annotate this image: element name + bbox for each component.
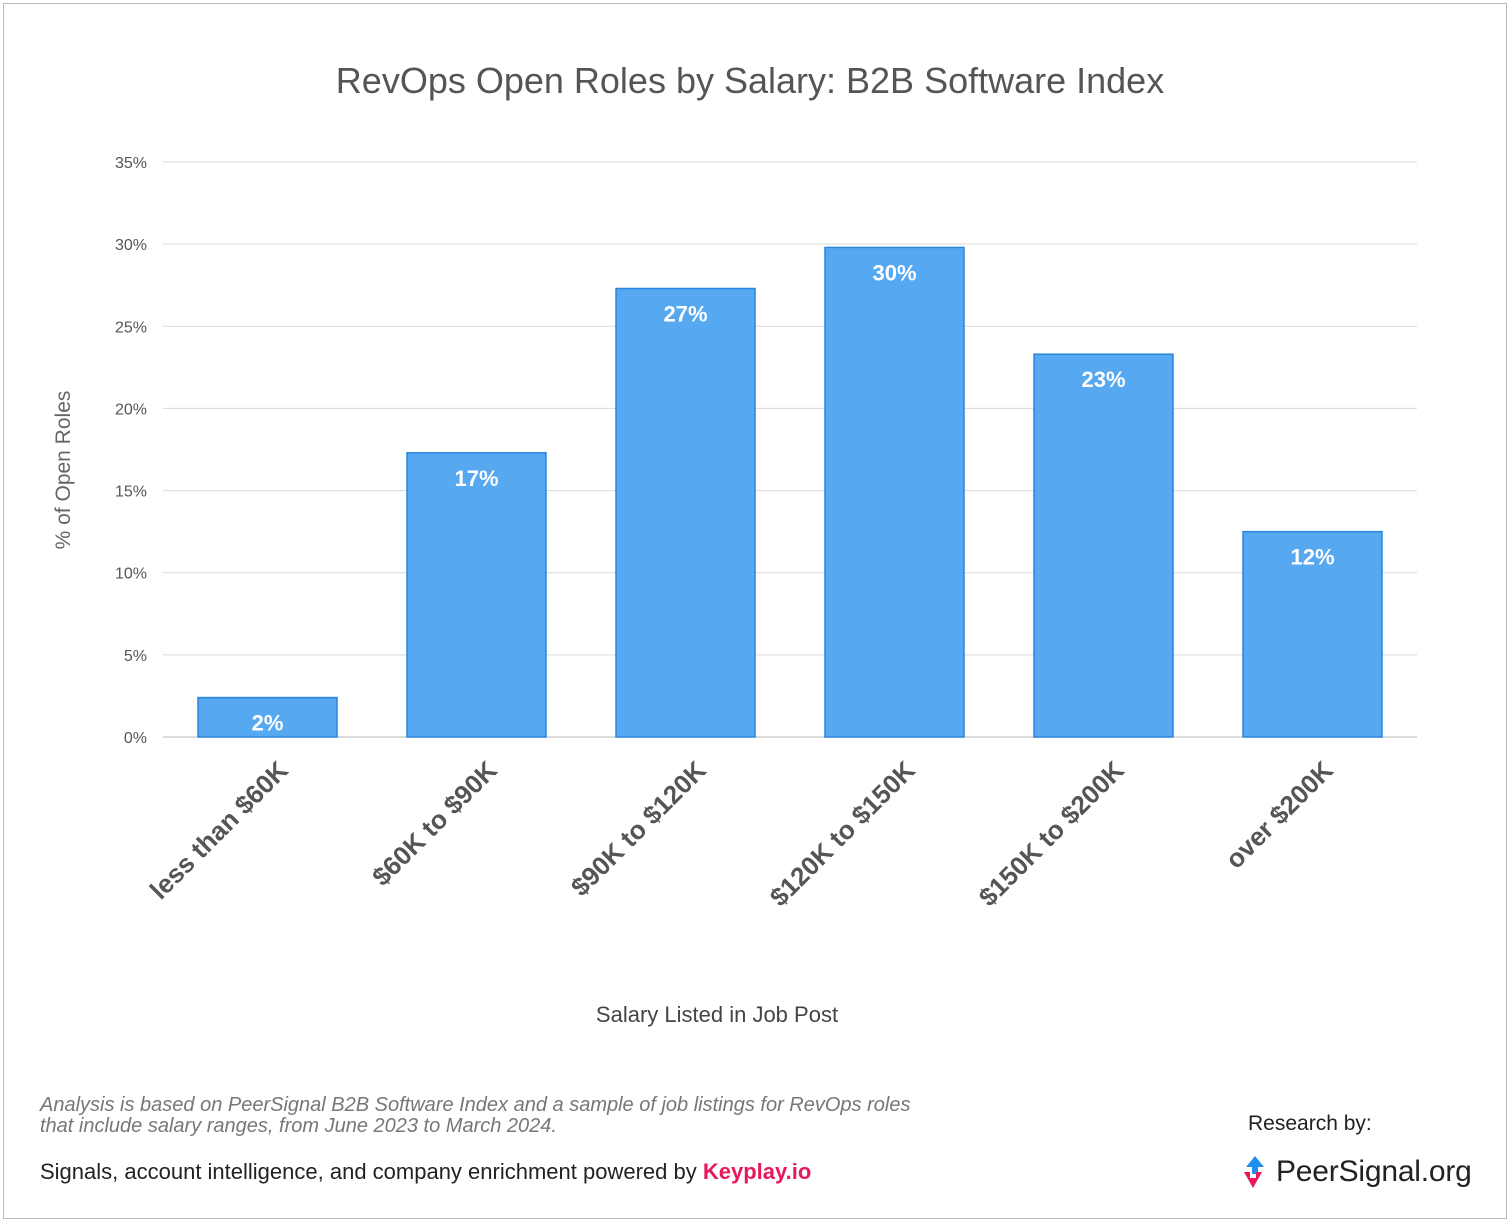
y-axis-label: % of Open Roles xyxy=(52,391,75,550)
keyplay-link[interactable]: Keyplay.io xyxy=(702,1159,812,1184)
data-labels: 2% 17% 27% 30% 23% 12% xyxy=(252,260,1335,735)
chart-title: RevOps Open Roles by Salary: B2B Softwar… xyxy=(335,60,1165,101)
y-tick-labels: 0% 5% 10% 15% 20% 25% 30% 35% xyxy=(115,155,147,747)
x-axis-label: Salary Listed in Job Post xyxy=(596,1002,838,1027)
y-tick-label: 20% xyxy=(115,401,147,418)
y-tick-label: 30% xyxy=(115,237,147,254)
data-label: 2% xyxy=(252,711,284,736)
powered-by-line: Signals, account intelligence, and compa… xyxy=(40,1159,811,1185)
y-tick-label: 5% xyxy=(124,648,147,665)
data-label: 12% xyxy=(1290,545,1334,570)
data-label: 17% xyxy=(454,466,498,491)
bar xyxy=(824,246,965,738)
data-label: 30% xyxy=(872,260,916,285)
bar xyxy=(406,452,547,738)
bars xyxy=(197,246,1383,738)
bar xyxy=(1033,353,1174,738)
bar xyxy=(615,287,756,738)
x-tick-label: $150K to $200K xyxy=(973,755,1130,912)
x-tick-label: over $200K xyxy=(1219,755,1338,874)
data-label: 27% xyxy=(663,302,707,327)
analysis-footnote: Analysis is based on PeerSignal B2B Soft… xyxy=(40,1094,911,1137)
powered-by-text: Signals, account intelligence, and compa… xyxy=(40,1159,697,1184)
peersignal-logo-icon xyxy=(1244,1156,1264,1188)
gridlines xyxy=(163,161,1417,738)
x-tick-label: $120K to $150K xyxy=(764,755,921,912)
y-tick-label: 15% xyxy=(115,484,147,501)
peersignal-logo-text: PeerSignal.org xyxy=(1276,1155,1472,1188)
bar xyxy=(1242,530,1383,738)
y-tick-label: 0% xyxy=(124,730,147,747)
y-tick-label: 35% xyxy=(115,155,147,172)
x-tick-label: $90K to $120K xyxy=(565,755,712,902)
peersignal-logo[interactable]: PeerSignal.org xyxy=(1240,1150,1472,1194)
research-by-label: Research by: xyxy=(1248,1112,1372,1135)
x-tick-label: $60K to $90K xyxy=(366,755,503,892)
y-tick-label: 10% xyxy=(115,566,147,583)
y-tick-label: 25% xyxy=(115,319,147,336)
bar xyxy=(197,696,338,738)
x-tick-labels: less than $60K $60K to $90K $90K to $120K $… xyxy=(144,755,1339,912)
data-label: 23% xyxy=(1081,367,1125,392)
x-tick-label: less than $60K xyxy=(144,755,294,905)
